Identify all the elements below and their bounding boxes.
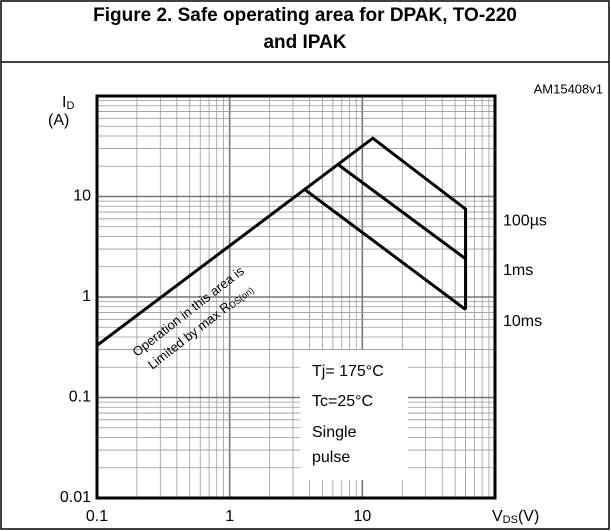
condition-text: pulse — [312, 449, 350, 466]
y-tick-label: 10 — [73, 188, 91, 205]
y-tick-label: 0.1 — [69, 389, 91, 406]
y-axis-label-sub: D — [66, 100, 74, 112]
soa-line — [302, 187, 467, 311]
y-axis-unit: (A) — [48, 112, 69, 129]
y-axis-label: ID — [62, 94, 74, 112]
chart-title: and IPAK — [263, 32, 346, 53]
series-label: 10ms — [503, 313, 542, 330]
x-tick-label: 1 — [225, 508, 234, 525]
x-axis-unit: (V) — [518, 508, 539, 525]
series-label: 100µs — [503, 212, 547, 229]
x-axis-label-sub: DS — [503, 514, 518, 526]
condition-text: Single — [312, 424, 357, 441]
soa-line — [336, 162, 467, 260]
conditions-box — [300, 350, 408, 480]
x-axis-label-main: V — [492, 508, 503, 525]
figure-code: AM15408v1 — [534, 81, 603, 96]
condition-text: Tj= 175°C — [312, 363, 384, 380]
series-label: 1ms — [503, 262, 533, 279]
x-axis-label: VDS(V) — [492, 508, 539, 526]
condition-text: Tc=25°C — [312, 393, 373, 410]
plot-frame — [95, 94, 497, 500]
y-axis-label-main: I — [62, 94, 66, 111]
y-tick-label: 0.01 — [60, 489, 91, 506]
chart-title: Figure 2. Safe operating area for DPAK, … — [93, 5, 517, 26]
y-tick-label: 1 — [82, 288, 91, 305]
x-tick-label: 10 — [353, 508, 371, 525]
soa-line — [96, 136, 468, 347]
x-tick-label: 0.1 — [86, 508, 108, 525]
